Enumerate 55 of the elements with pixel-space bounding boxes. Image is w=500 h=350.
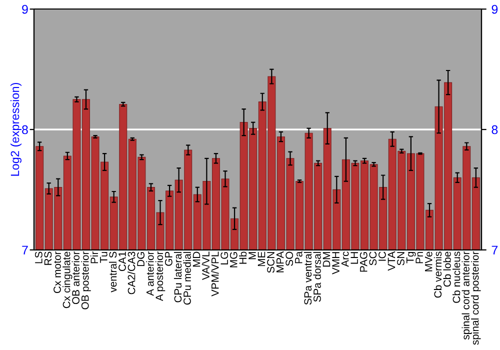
x-tick-label: LG (220, 252, 228, 264)
x-tick-label: CA1 (118, 252, 126, 272)
x-tick-label: Cb nucleus (452, 252, 460, 303)
x-tick-label: CA2/CA3 (128, 252, 136, 294)
x-tick-label: spinal cord posterior (471, 251, 481, 345)
x-tick-label: SPa ventral (304, 252, 312, 305)
x-tick-label: IC (378, 252, 386, 261)
x-tick-label: SCN (267, 252, 274, 273)
x-tick-label: Arc (341, 252, 349, 267)
x-tick-label: LH (350, 252, 358, 264)
x-tick-label: Hb (238, 252, 247, 264)
x-tick-label: MD (192, 252, 200, 267)
x-tick-label: ventral S (108, 252, 117, 292)
x-tick-label: VMH (332, 252, 340, 274)
y2-tick-label: 7 (492, 246, 498, 254)
x-tick-label: OB posterior (81, 251, 91, 310)
x-tick-label: A posterior (155, 251, 166, 302)
x-tick-label: ME (258, 252, 266, 266)
x-tick-label: DM (322, 252, 330, 267)
x-tick-label: Cx cingulate (62, 252, 72, 308)
y-tick-label: 9 (22, 4, 28, 14)
x-tick-label: VPM/VPL (211, 252, 219, 296)
x-tick-label: VTA (388, 251, 396, 271)
x-tick-label: RS (44, 252, 52, 265)
x-tick-label: VA/VL (202, 252, 210, 280)
x-tick-label: Tg (406, 252, 416, 264)
x-tick-label: Cb vermis (434, 252, 442, 298)
x-tick-label: MVe (425, 252, 432, 272)
x-tick-label: GP (164, 252, 172, 266)
x-tick-label: PAG (360, 252, 368, 272)
x-tick-label: CPu lateral (174, 252, 182, 302)
x-tick-label: CPu medial (183, 252, 191, 305)
x-tick-label: OB anterior (72, 251, 80, 304)
x-tick-label: spinal cord anterior (462, 251, 472, 340)
y-tick-label: 8 (22, 125, 28, 134)
x-tick-label: Tu (100, 252, 108, 263)
x-tick-label: MG (230, 252, 238, 268)
x-tick-label: MPA (276, 251, 284, 272)
x-tick-label: SC (369, 252, 377, 266)
x-tick-label: M (248, 252, 256, 260)
y-axis-title: Log2 (expression) (10, 82, 22, 176)
y-tick-label: 7 (22, 246, 28, 254)
x-tick-label: DG (137, 252, 144, 266)
x-tick-label: A anterior (146, 251, 154, 296)
x-tick-label: Pn (416, 252, 423, 264)
y2-tick-label: 8 (492, 125, 498, 134)
x-tick-label: Cx motor (54, 251, 61, 294)
x-tick-label: Pa (295, 251, 302, 264)
x-tick-label: Cb lobe (443, 252, 451, 287)
x-tick-label: SO (286, 252, 294, 266)
x-tick-label: Pir (90, 251, 98, 264)
y2-tick-label: 9 (492, 4, 498, 14)
x-tick-label: SPa dorsal (313, 252, 321, 302)
x-tick-label: SN (397, 252, 404, 266)
x-tick-label: LS (34, 252, 42, 264)
